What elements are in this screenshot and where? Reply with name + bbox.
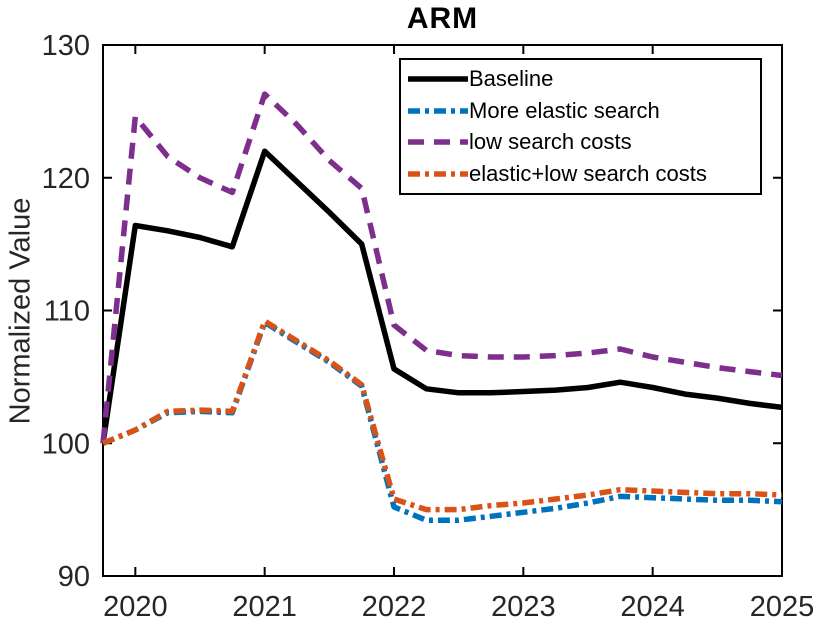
legend-item-baseline: Baseline	[407, 63, 754, 94]
legend-label-baseline: Baseline	[469, 65, 554, 91]
legend-line-sample-low-search-costs	[408, 139, 468, 146]
series-line-baseline	[100, 148, 783, 444]
legend-item-more-elastic-search: More elastic search	[407, 95, 754, 126]
x-tick-label-2022: 2022	[362, 591, 427, 623]
series-line-elastic-low-search-costs	[101, 318, 783, 513]
legend-label-low-search-costs: low search costs	[469, 129, 632, 155]
y-tick-label-120: 120	[42, 163, 90, 195]
legend-item-low-search-costs: low search costs	[407, 127, 754, 158]
series-line-more-elastic-search	[101, 319, 783, 523]
series-line-low-search-costs	[100, 91, 783, 444]
legend-line-sample-baseline	[408, 76, 468, 82]
legend-line-sample-more-elastic-search	[408, 107, 468, 114]
legend-label-more-elastic-search: More elastic search	[469, 97, 660, 123]
legend-label-elastic-low-search-costs: elastic+low search costs	[469, 161, 707, 187]
x-tick-label-2020: 2020	[103, 591, 168, 623]
x-tick-label-2024: 2024	[620, 591, 685, 623]
y-axis-label: Normalized Value	[4, 197, 37, 425]
x-tick-label-2025: 2025	[750, 591, 815, 623]
x-tick-label-2021: 2021	[232, 591, 297, 623]
y-tick-label-130: 130	[42, 30, 90, 62]
legend-line-sample-elastic-low-search-costs	[408, 171, 468, 177]
y-tick-label-90: 90	[58, 561, 90, 593]
legend: Baseline More elastic search low search co…	[399, 58, 762, 195]
x-tick-label-2023: 2023	[491, 591, 556, 623]
y-tick-label-100: 100	[42, 428, 90, 460]
legend-item-elastic-low-search-costs: elastic+low search costs	[407, 159, 754, 190]
chart-title: ARM	[406, 2, 479, 35]
y-tick-label-110: 110	[44, 296, 90, 328]
